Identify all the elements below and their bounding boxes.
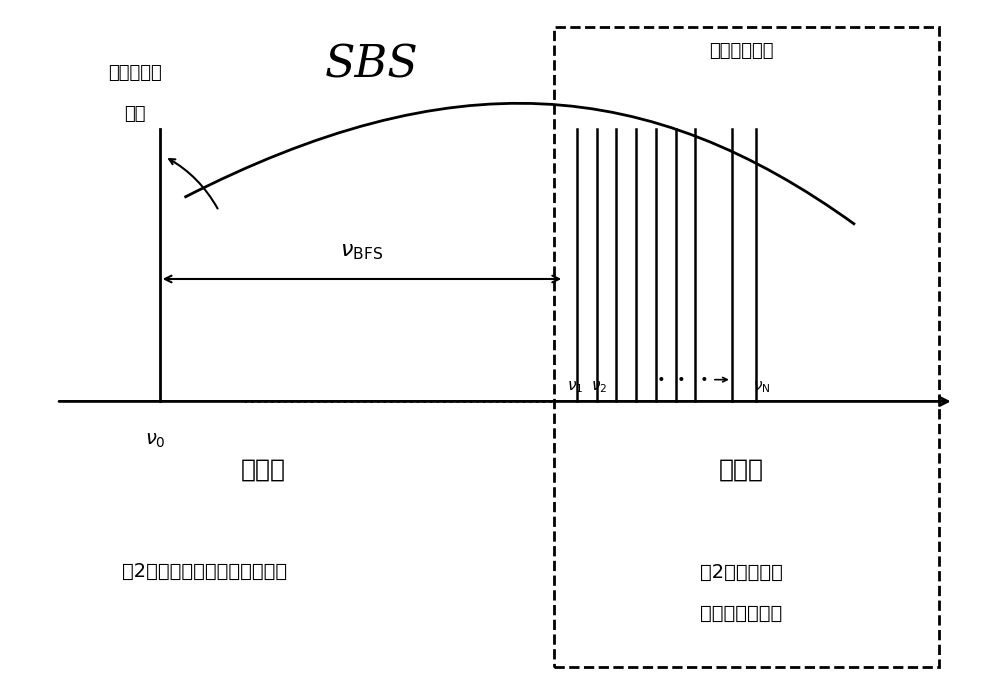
Text: $\nu_{1}$: $\nu_{1}$ <box>567 379 583 395</box>
Text: $\nu_{2}$: $\nu_{2}$ <box>591 379 607 395</box>
Text: 布里渊散射: 布里渊散射 <box>108 64 162 82</box>
Text: 第2滤波器透射端对应频率范围: 第2滤波器透射端对应频率范围 <box>122 562 287 581</box>
Text: SBS: SBS <box>325 43 419 86</box>
Text: 端对应频率范围: 端对应频率范围 <box>700 604 783 623</box>
Text: $\nu_{\rm BFS}$: $\nu_{\rm BFS}$ <box>340 240 383 262</box>
Text: $\nu_{0}$: $\nu_{0}$ <box>145 432 165 450</box>
Bar <box>554 27 939 667</box>
Text: $\nu_{\rm N}$: $\nu_{\rm N}$ <box>753 379 770 395</box>
Text: 探测光: 探测光 <box>241 457 286 482</box>
Text: 瑞利散射信号: 瑞利散射信号 <box>709 42 774 60</box>
Text: 第2滤波器反射: 第2滤波器反射 <box>700 563 783 582</box>
Text: 泵浦光: 泵浦光 <box>719 457 764 482</box>
Text: $\bullet\ \ \bullet\ \ \bullet$: $\bullet\ \ \bullet\ \ \bullet$ <box>656 371 708 384</box>
Text: 信号: 信号 <box>124 105 146 123</box>
